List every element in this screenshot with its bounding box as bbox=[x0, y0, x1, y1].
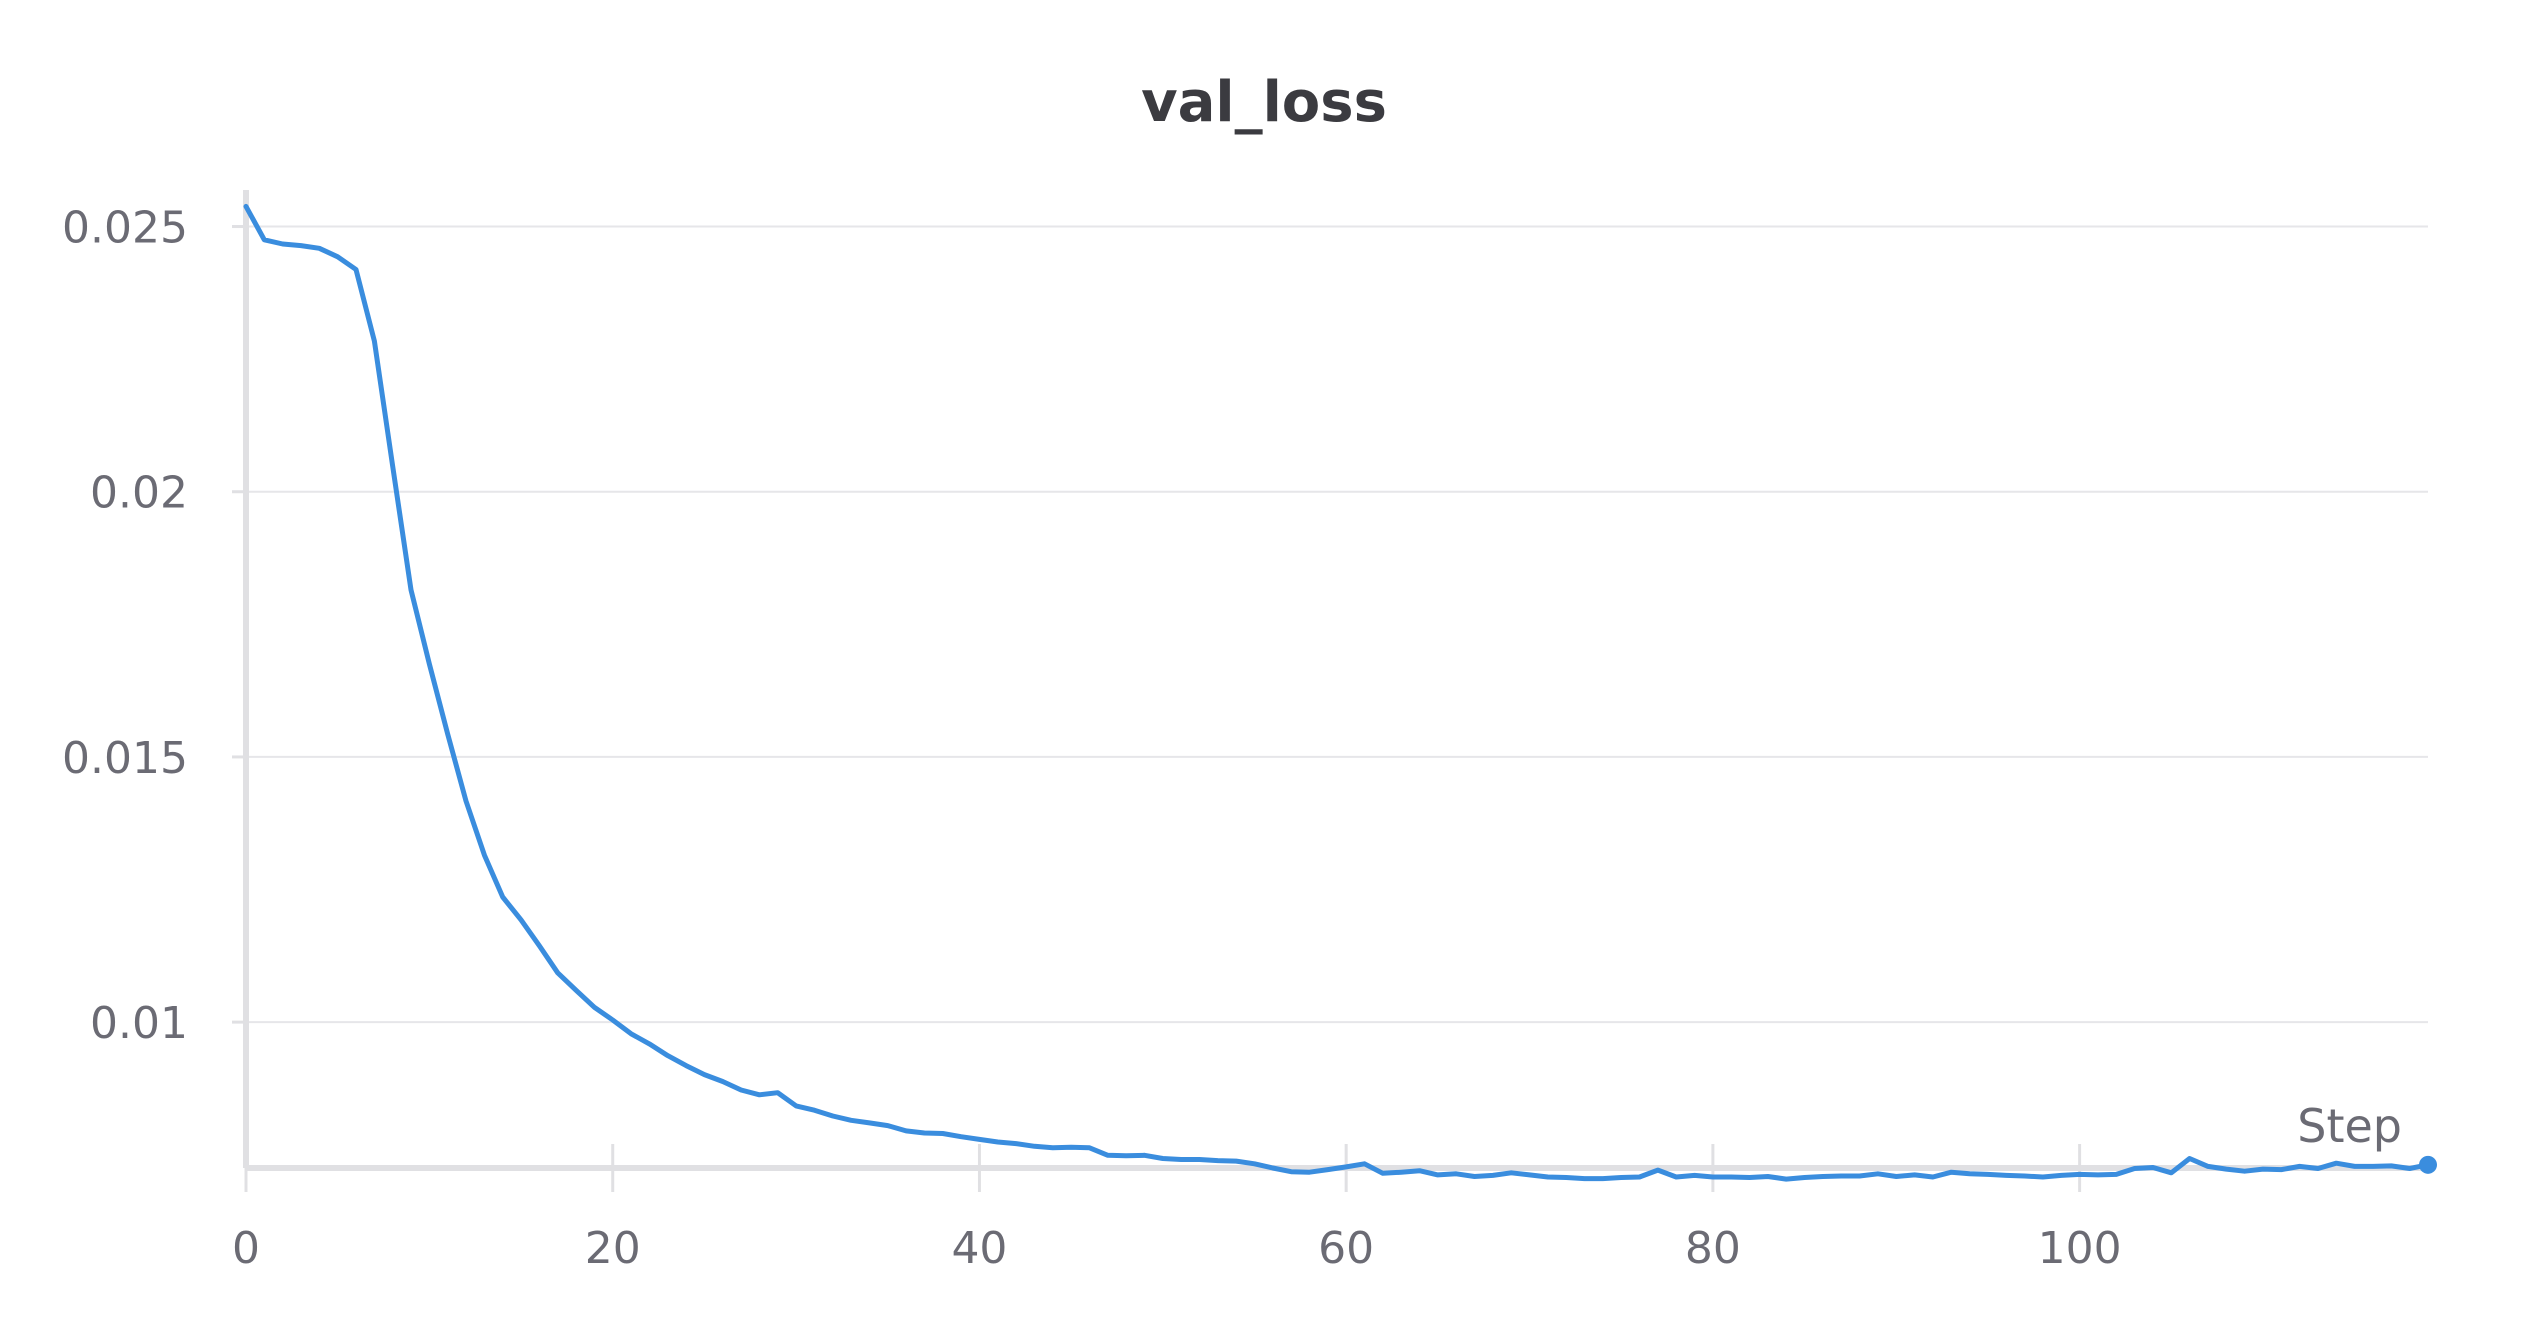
x-tick-label: 40 bbox=[951, 1223, 1007, 1274]
x-axis-label: Step bbox=[2297, 1099, 2402, 1153]
grid-lines bbox=[246, 225, 2428, 1024]
x-tick-label: 60 bbox=[1318, 1223, 1374, 1274]
x-tick-label: 80 bbox=[1685, 1223, 1741, 1274]
y-tick-label: 0.015 bbox=[62, 733, 188, 784]
x-tick-label: 100 bbox=[2038, 1223, 2122, 1274]
axis-labels: 0.01 0.015 0.02 0.025 0 20 40 60 80 100 Step bbox=[62, 203, 2402, 1274]
y-tick-label: 0.01 bbox=[90, 998, 188, 1049]
x-tick-label: 0 bbox=[232, 1223, 260, 1274]
y-tick-label: 0.025 bbox=[62, 203, 188, 254]
chart-title: val_loss bbox=[1141, 70, 1387, 135]
x-tick-label: 20 bbox=[585, 1223, 641, 1274]
y-tick-label: 0.02 bbox=[90, 468, 188, 519]
series-line bbox=[243, 203, 2431, 1182]
axes bbox=[232, 190, 2428, 1192]
series-layer bbox=[243, 203, 2437, 1182]
last-point-marker bbox=[2419, 1155, 2437, 1174]
